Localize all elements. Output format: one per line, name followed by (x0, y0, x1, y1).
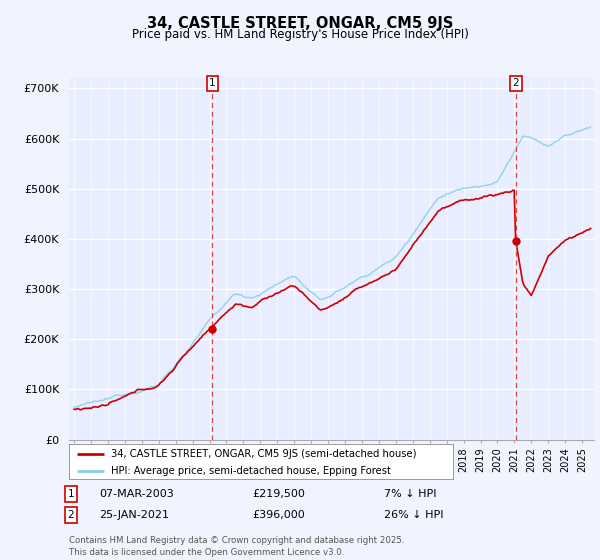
Text: 07-MAR-2003: 07-MAR-2003 (99, 489, 174, 499)
Text: 26% ↓ HPI: 26% ↓ HPI (384, 510, 443, 520)
Text: 34, CASTLE STREET, ONGAR, CM5 9JS: 34, CASTLE STREET, ONGAR, CM5 9JS (147, 16, 453, 31)
Text: Contains HM Land Registry data © Crown copyright and database right 2025.
This d: Contains HM Land Registry data © Crown c… (69, 536, 404, 557)
Text: 7% ↓ HPI: 7% ↓ HPI (384, 489, 437, 499)
Text: 1: 1 (209, 78, 216, 88)
Text: 2: 2 (512, 78, 519, 88)
Text: Price paid vs. HM Land Registry's House Price Index (HPI): Price paid vs. HM Land Registry's House … (131, 28, 469, 41)
Text: HPI: Average price, semi-detached house, Epping Forest: HPI: Average price, semi-detached house,… (111, 466, 391, 476)
Text: 2: 2 (67, 510, 74, 520)
Text: 25-JAN-2021: 25-JAN-2021 (99, 510, 169, 520)
Text: £396,000: £396,000 (252, 510, 305, 520)
Text: 1: 1 (67, 489, 74, 499)
Text: £219,500: £219,500 (252, 489, 305, 499)
Text: 34, CASTLE STREET, ONGAR, CM5 9JS (semi-detached house): 34, CASTLE STREET, ONGAR, CM5 9JS (semi-… (111, 449, 417, 459)
